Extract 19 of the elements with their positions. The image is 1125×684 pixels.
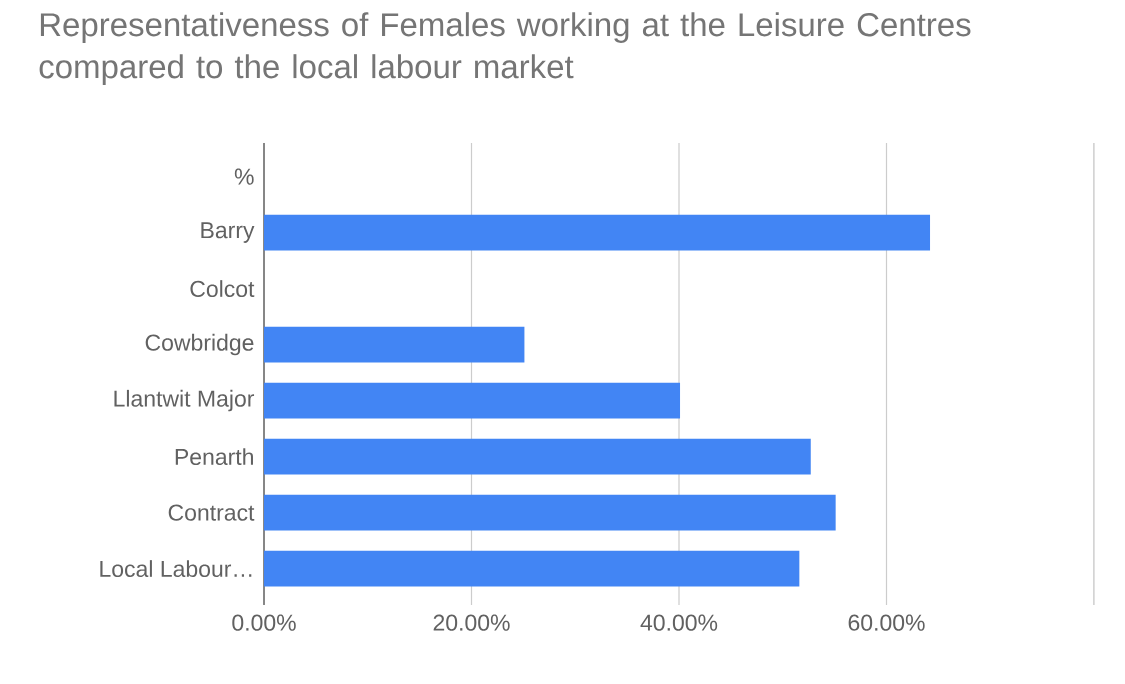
y-tick-label: Colcot <box>190 280 255 298</box>
y-tick-label: Contract <box>168 504 255 521</box>
bar <box>264 438 811 475</box>
x-tick-label: 20.00% <box>433 614 510 631</box>
bar <box>264 494 836 531</box>
y-tick-label: Local Labour… <box>100 560 252 578</box>
x-tick-label: 40.00% <box>640 614 718 631</box>
y-tick-label: Penarth <box>175 448 253 466</box>
y-tick-label: Llantwit Major <box>114 389 255 412</box>
bar <box>264 326 525 363</box>
y-tick-label: % <box>234 168 254 185</box>
y-tick-label: Barry <box>201 222 255 243</box>
chart-title: Representativeness of Females working at the Leisure Centres compared to the local labour market <box>39 12 971 85</box>
bar <box>264 382 681 419</box>
bar <box>264 550 800 587</box>
x-tick-label: 0.00% <box>232 614 296 631</box>
y-tick-label: Cowbridge <box>145 333 254 356</box>
bar <box>264 214 931 251</box>
x-tick-label: 60.00% <box>848 614 925 631</box>
